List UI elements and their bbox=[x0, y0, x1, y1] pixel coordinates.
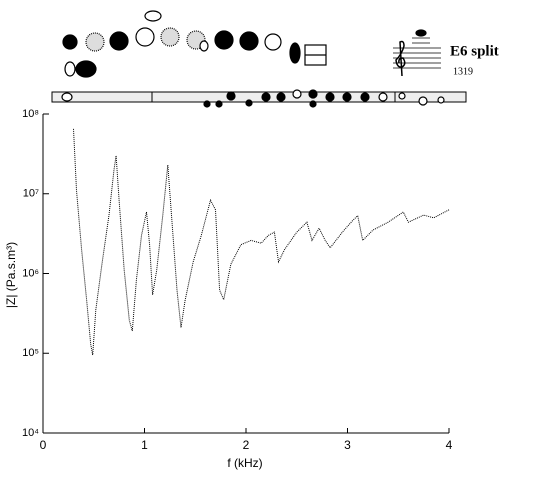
y-tick-label: 10⁴ bbox=[22, 427, 39, 439]
fingering-id: 1319 bbox=[453, 66, 473, 77]
x-axis-label: f (kHz) bbox=[227, 456, 262, 470]
y-tick-label: 10⁶ bbox=[22, 267, 39, 279]
y-tick-label: 10⁵ bbox=[22, 347, 39, 359]
fingering-note: E6 split bbox=[450, 43, 499, 59]
y-tick-label: 10⁸ bbox=[22, 108, 39, 120]
x-tick-label: 1 bbox=[141, 438, 148, 452]
x-tick-label: 4 bbox=[446, 438, 453, 452]
impedance-curve bbox=[73, 128, 450, 356]
y-tick-label: 10⁷ bbox=[23, 188, 39, 200]
y-axis-label: |Z| (Pa.s.m³) bbox=[4, 242, 18, 308]
x-tick-label: 3 bbox=[344, 438, 351, 452]
x-tick-label: 0 bbox=[40, 438, 47, 452]
x-tick-label: 2 bbox=[243, 438, 250, 452]
fingering-diagram bbox=[51, 10, 467, 108]
